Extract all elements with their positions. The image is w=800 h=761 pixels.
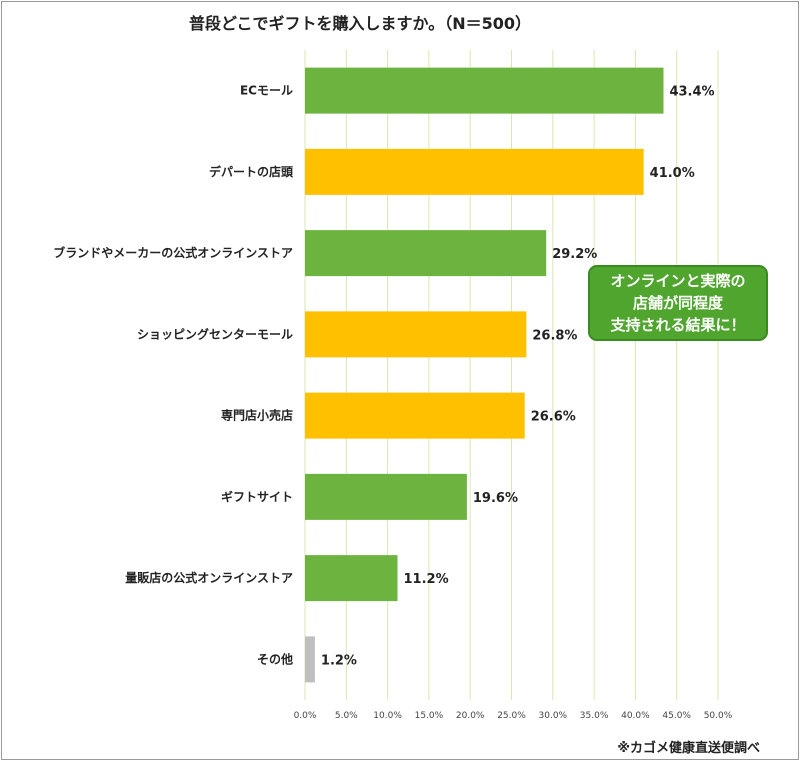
annotation-line-2: 店舗が同程度 xyxy=(632,294,723,312)
category-label: その他 xyxy=(257,651,293,666)
x-tick-label: 35.0% xyxy=(580,711,609,721)
category-label: ギフトサイト xyxy=(221,489,293,504)
bar xyxy=(305,230,547,277)
x-tick-label: 30.0% xyxy=(539,711,568,721)
data-label: 26.8% xyxy=(532,328,577,343)
x-tick-label: 45.0% xyxy=(662,711,691,721)
data-label: 41.0% xyxy=(650,166,695,181)
bar xyxy=(305,311,527,358)
x-tick-label: 5.0% xyxy=(335,711,358,721)
data-label: 19.6% xyxy=(473,491,518,506)
x-tick-label: 15.0% xyxy=(415,711,444,721)
data-label: 43.4% xyxy=(669,85,714,100)
bar xyxy=(305,148,644,195)
data-label: 26.6% xyxy=(531,410,576,425)
annotation-line-3: 支持される結果に！ xyxy=(610,316,746,334)
x-tick-label: 0.0% xyxy=(294,711,317,721)
bar xyxy=(305,555,398,602)
annotation-callout: オンラインと実際の 店舗が同程度 支持される結果に！ xyxy=(588,265,768,341)
x-tick-label: 40.0% xyxy=(621,711,650,721)
source-note: ※カゴメ健康直送便調べ xyxy=(617,741,760,756)
x-tick-label: 25.0% xyxy=(497,711,526,721)
category-label: ECモール xyxy=(240,84,293,98)
bar xyxy=(305,636,315,683)
x-tick-label: 10.0% xyxy=(373,711,402,721)
category-label: ブランドやメーカーの公式オンラインストア xyxy=(53,245,293,260)
category-label: 量販店の公式オンラインストア xyxy=(125,570,293,585)
bar xyxy=(305,67,664,114)
chart-title: 普段どこでギフトを購入しますか。（N＝500） xyxy=(189,14,531,33)
category-label: ショッピングセンターモール xyxy=(137,326,293,341)
data-label: 11.2% xyxy=(404,572,449,587)
bar xyxy=(305,392,525,439)
annotation-line-1: オンラインと実際の xyxy=(610,272,746,290)
x-tick-label: 20.0% xyxy=(456,711,485,721)
category-label: 専門店小売店 xyxy=(221,408,293,423)
data-label: 29.2% xyxy=(552,247,597,262)
category-label: デパートの店頭 xyxy=(209,164,294,179)
x-tick-label: 50.0% xyxy=(704,711,733,721)
data-label: 1.2% xyxy=(321,653,357,668)
bar xyxy=(305,473,467,520)
